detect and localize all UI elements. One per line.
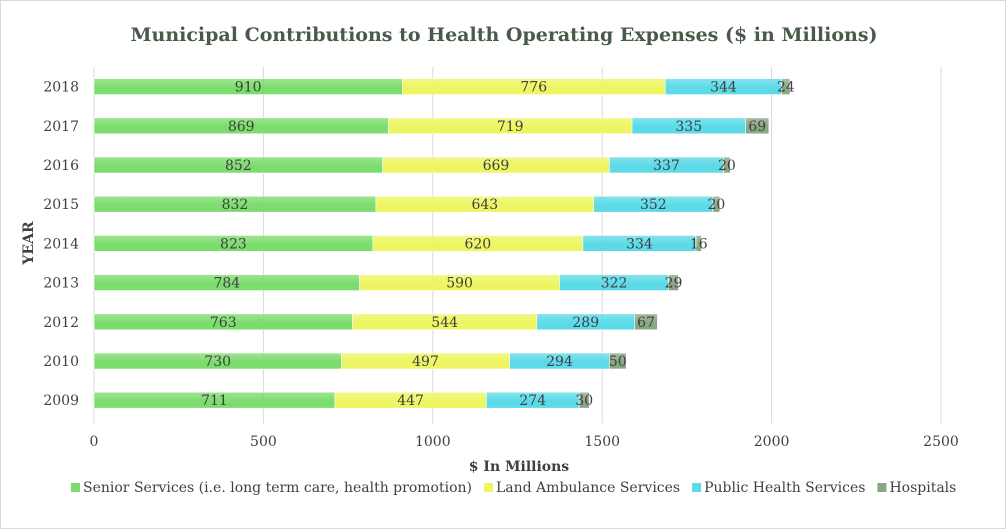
legend: Senior Services (i.e. long term care, he… [71, 480, 956, 496]
data-label: 852 [225, 158, 252, 174]
data-label: 20 [718, 158, 736, 174]
data-label: 20 [707, 197, 725, 213]
y-tick-label: 2013 [43, 276, 79, 292]
data-label: 322 [601, 276, 628, 292]
data-label: 334 [626, 236, 653, 252]
data-label: 289 [572, 315, 599, 331]
bar-segment [634, 313, 658, 331]
y-axis-title: YEAR [21, 221, 37, 266]
bar-segment [723, 156, 731, 174]
bar-segment [745, 117, 770, 135]
data-label: 29 [665, 276, 683, 292]
data-label: 711 [201, 393, 228, 409]
bars [93, 78, 791, 409]
data-label: 776 [520, 80, 547, 96]
x-tick-label: 0 [90, 434, 99, 450]
y-tick-label: 2012 [43, 315, 79, 331]
legend-label: Senior Services (i.e. long term care, he… [83, 480, 472, 496]
data-labels: 910 776 344 24 869 719 335 69 852 669 337 20 832 643 3… [201, 80, 795, 410]
data-label: 869 [228, 119, 255, 135]
legend-swatch [483, 483, 493, 492]
data-label: 67 [637, 315, 655, 331]
x-tick-label: 2000 [754, 434, 790, 450]
data-label: 69 [748, 119, 766, 135]
data-label: 274 [519, 393, 546, 409]
x-tick-label: 1000 [415, 434, 451, 450]
y-tick-label: 2016 [43, 158, 79, 174]
data-label: 352 [640, 197, 667, 213]
data-label: 784 [213, 276, 240, 292]
data-label: 50 [609, 354, 627, 370]
data-label: 497 [412, 354, 439, 370]
chart-title: Municipal Contributions to Health Operat… [130, 24, 877, 46]
y-tick-label: 2009 [43, 393, 79, 409]
bar-segment [668, 274, 679, 291]
y-axis-ticks: 2018 2017 2016 2015 2014 2013 2012 2010 2009 [43, 80, 79, 410]
data-label: 763 [210, 315, 237, 331]
data-label: 294 [546, 354, 573, 370]
legend-swatch [877, 483, 887, 492]
y-tick-label: 2017 [43, 119, 79, 135]
data-label: 16 [690, 236, 708, 252]
data-label: 643 [471, 197, 498, 213]
y-tick-label: 2015 [43, 197, 79, 213]
data-label: 719 [497, 119, 524, 135]
x-axis-title: $ In Millions [469, 459, 570, 475]
data-label: 730 [204, 354, 231, 370]
data-label: 447 [397, 393, 424, 409]
bar-segment [695, 235, 702, 252]
data-label: 620 [464, 236, 491, 252]
legend-swatch [692, 483, 702, 492]
legend-label: Hospitals [889, 480, 956, 496]
bar-segment [609, 352, 627, 370]
x-tick-label: 500 [250, 434, 277, 450]
data-label: 669 [483, 158, 510, 174]
y-tick-label: 2010 [43, 354, 79, 370]
data-label: 544 [431, 315, 458, 331]
legend-swatch [71, 483, 80, 492]
data-label: 910 [235, 80, 262, 96]
data-label: 24 [777, 80, 795, 96]
data-label: 344 [710, 80, 737, 96]
bar-segment [712, 195, 721, 213]
data-label: 823 [220, 236, 247, 252]
y-tick-label: 2014 [43, 236, 79, 252]
data-label: 30 [575, 393, 593, 409]
x-axis-ticks: 0 500 1000 1500 2000 2500 [90, 434, 959, 450]
bar-segment [781, 78, 791, 95]
data-label: 832 [222, 197, 249, 213]
legend-label: Land Ambulance Services [496, 480, 680, 496]
bar-segment [578, 391, 590, 409]
data-label: 590 [446, 276, 473, 292]
legend-label: Public Health Services [704, 480, 865, 496]
y-tick-label: 2018 [43, 80, 79, 96]
x-tick-label: 1500 [584, 434, 620, 450]
data-label: 337 [653, 158, 680, 174]
data-label: 335 [675, 119, 702, 135]
x-tick-label: 2500 [923, 434, 959, 450]
